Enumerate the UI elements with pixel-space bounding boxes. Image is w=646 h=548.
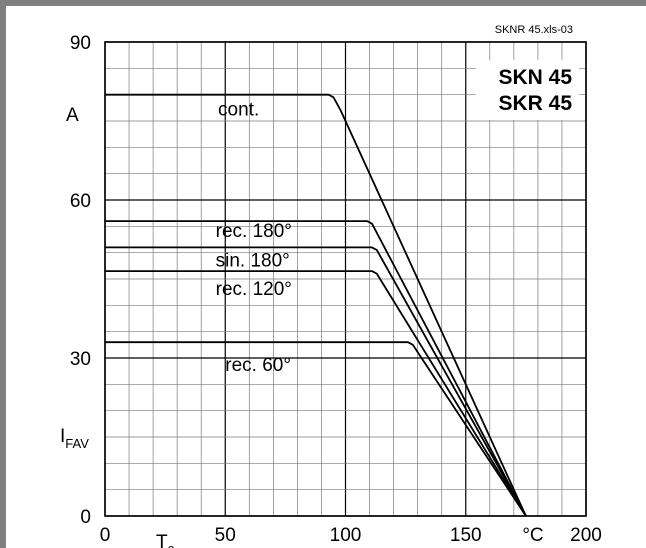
series-label-1: rec. 180° <box>216 221 292 242</box>
series-label-4: rec. 60° <box>225 355 291 376</box>
x-tick-label: 200 <box>570 525 602 546</box>
x-tick-label: 50 <box>215 525 236 546</box>
series-label-3: rec. 120° <box>216 279 292 300</box>
x-axis-label: Tc <box>156 532 175 548</box>
tick-labels: 0 50 100 150 200 0 30 60 90 <box>70 33 602 546</box>
x-unit-label: °C <box>522 525 543 546</box>
y-axis-label: IFAV <box>60 426 89 451</box>
y-tick-label: 0 <box>80 507 91 528</box>
y-tick-label: 30 <box>70 349 91 370</box>
chart: cont. rec. 180° sin. 180° rec. 120° rec. 60°… <box>60 24 602 548</box>
series-line-2 <box>105 246 527 517</box>
y-axis-label-sub: FAV <box>65 436 89 451</box>
curve-labels: cont. rec. 180° sin. 180° rec. 120° rec. 60° <box>216 100 292 376</box>
part-number-1: SKN 45 <box>498 66 572 89</box>
curves <box>105 93 527 517</box>
series-label-0: cont. <box>218 100 259 121</box>
series-line-1 <box>105 220 527 517</box>
series-label-2: sin. 180° <box>216 250 290 271</box>
y-axis-label-main: I <box>60 426 65 447</box>
chart-frame: cont. rec. 180° sin. 180° rec. 120° rec. 60°… <box>6 6 646 548</box>
y-unit-label: A <box>66 105 79 126</box>
x-axis-label-main: T <box>156 532 168 548</box>
x-tick-label: 100 <box>330 525 362 546</box>
x-tick-label: 0 <box>100 525 111 546</box>
plot-border <box>104 41 587 517</box>
x-axis-label-sub: c <box>168 541 175 548</box>
part-number-box <box>476 60 579 120</box>
y-tick-label: 90 <box>70 33 91 54</box>
y-tick-label: 60 <box>70 191 91 212</box>
part-number-2: SKR 45 <box>498 92 572 115</box>
x-tick-label: 150 <box>450 525 482 546</box>
series-line-0 <box>105 93 527 517</box>
series-line-3 <box>105 270 527 517</box>
reference-label: SKNR 45.xls-03 <box>495 24 573 36</box>
series-line-4 <box>105 341 527 517</box>
